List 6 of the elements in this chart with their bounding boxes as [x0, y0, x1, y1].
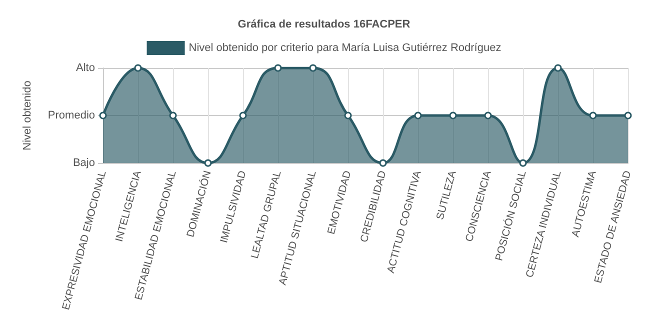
- legend-label: Nivel obtenido por criterio para María Luisa Gutiérrez Rodríguez: [188, 42, 502, 54]
- text: Bajo: [72, 157, 95, 170]
- y-axis-title: Nivel obtenido: [22, 80, 34, 150]
- text: Promedio: [48, 110, 95, 122]
- text: Alto: [76, 62, 95, 74]
- chart-title: Gráfica de resultados 16FACPER: [238, 18, 410, 30]
